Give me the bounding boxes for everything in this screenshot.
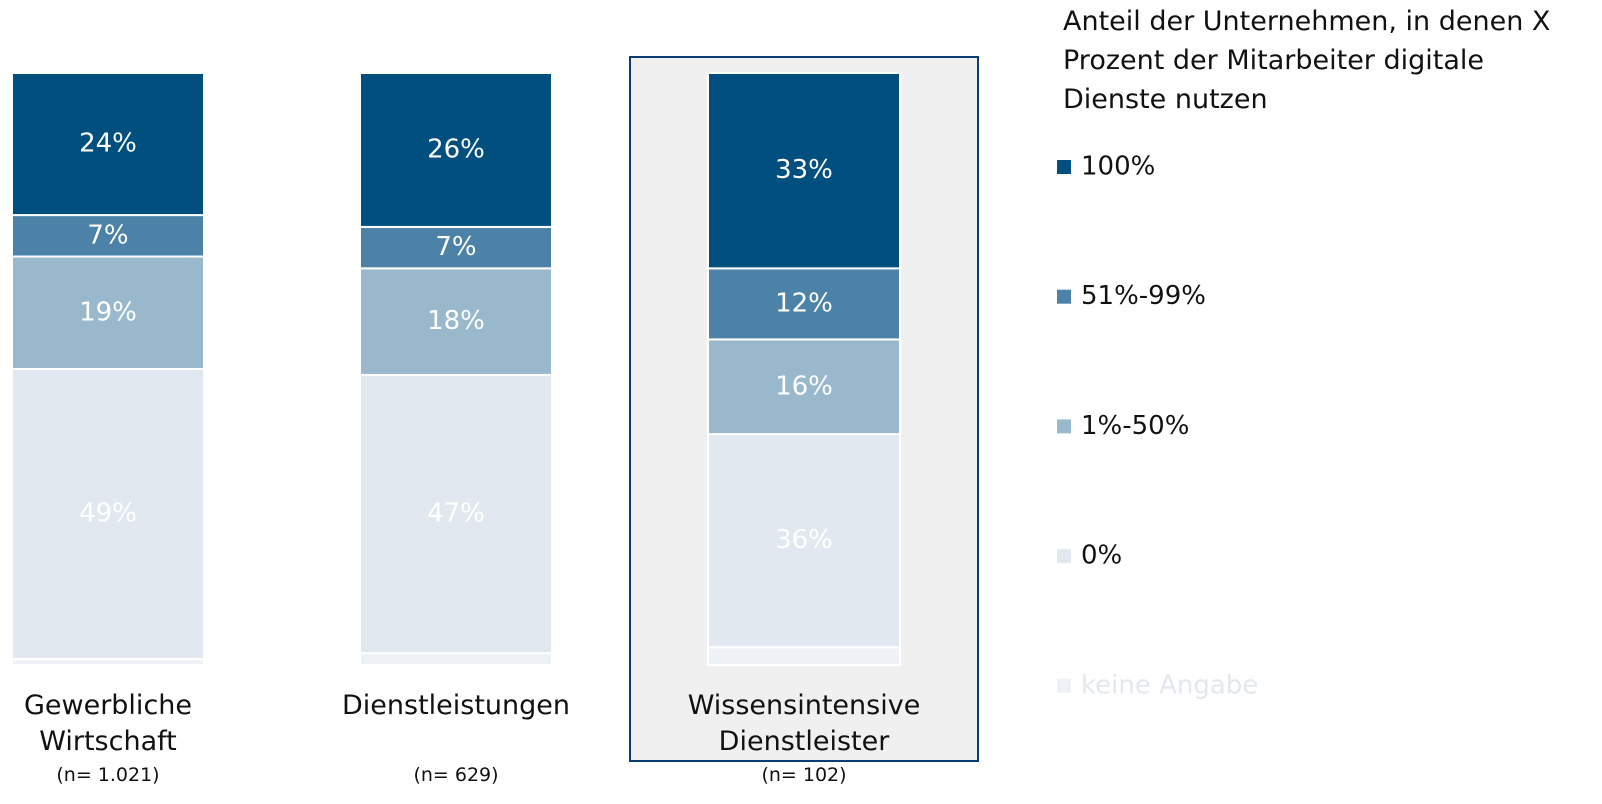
bar-segment [707,646,901,666]
legend-label: keine Angabe [1081,670,1258,700]
bar-segment [359,72,553,228]
data-label: 36% [775,525,833,555]
category-label: Wissensintensive Dienstleister [687,690,921,757]
legend-label: 51%-99% [1081,281,1206,311]
data-label: 33% [775,155,833,185]
legend-swatch [1057,549,1071,564]
bar-segment [11,368,205,661]
legend-swatch [1057,419,1071,434]
sample-size: (n= 102) [761,764,847,786]
data-label: 16% [775,371,833,401]
legend-label: 100% [1081,152,1155,182]
data-label: 12% [775,288,833,318]
bar-segment [11,214,205,258]
data-label: 7% [435,232,476,262]
legend-title: Anteil der Unternehmen, in denen X Proze… [1063,6,1551,115]
bar-segment [11,255,205,370]
data-label: 47% [427,499,485,529]
sample-size: (n= 629) [413,764,499,786]
sample-size: (n= 1.021) [56,764,160,786]
bar-segment [359,267,553,376]
bar-segment [11,72,205,217]
data-label: 7% [87,220,128,250]
data-label: 26% [427,134,485,164]
legend-swatch [1057,160,1071,174]
category-label: Gewerbliche Wirtschaft [23,690,193,757]
bar-segment [707,72,901,270]
legend-swatch [1057,289,1071,304]
data-label: 19% [79,297,137,327]
legend-label: 1%-50% [1081,411,1189,441]
legend-label: 0% [1081,541,1122,571]
bar-segment [707,267,901,341]
legend-swatch [1057,678,1071,693]
bar-segment [359,225,553,270]
data-label: 49% [79,499,137,529]
bar-segment [707,338,901,436]
bar-segment [707,433,901,649]
data-label: 24% [79,129,137,159]
data-label: 18% [427,306,485,336]
bar-segment [359,652,553,666]
category-label: Dienstleistungen [341,690,571,721]
bar-segment [359,373,553,655]
